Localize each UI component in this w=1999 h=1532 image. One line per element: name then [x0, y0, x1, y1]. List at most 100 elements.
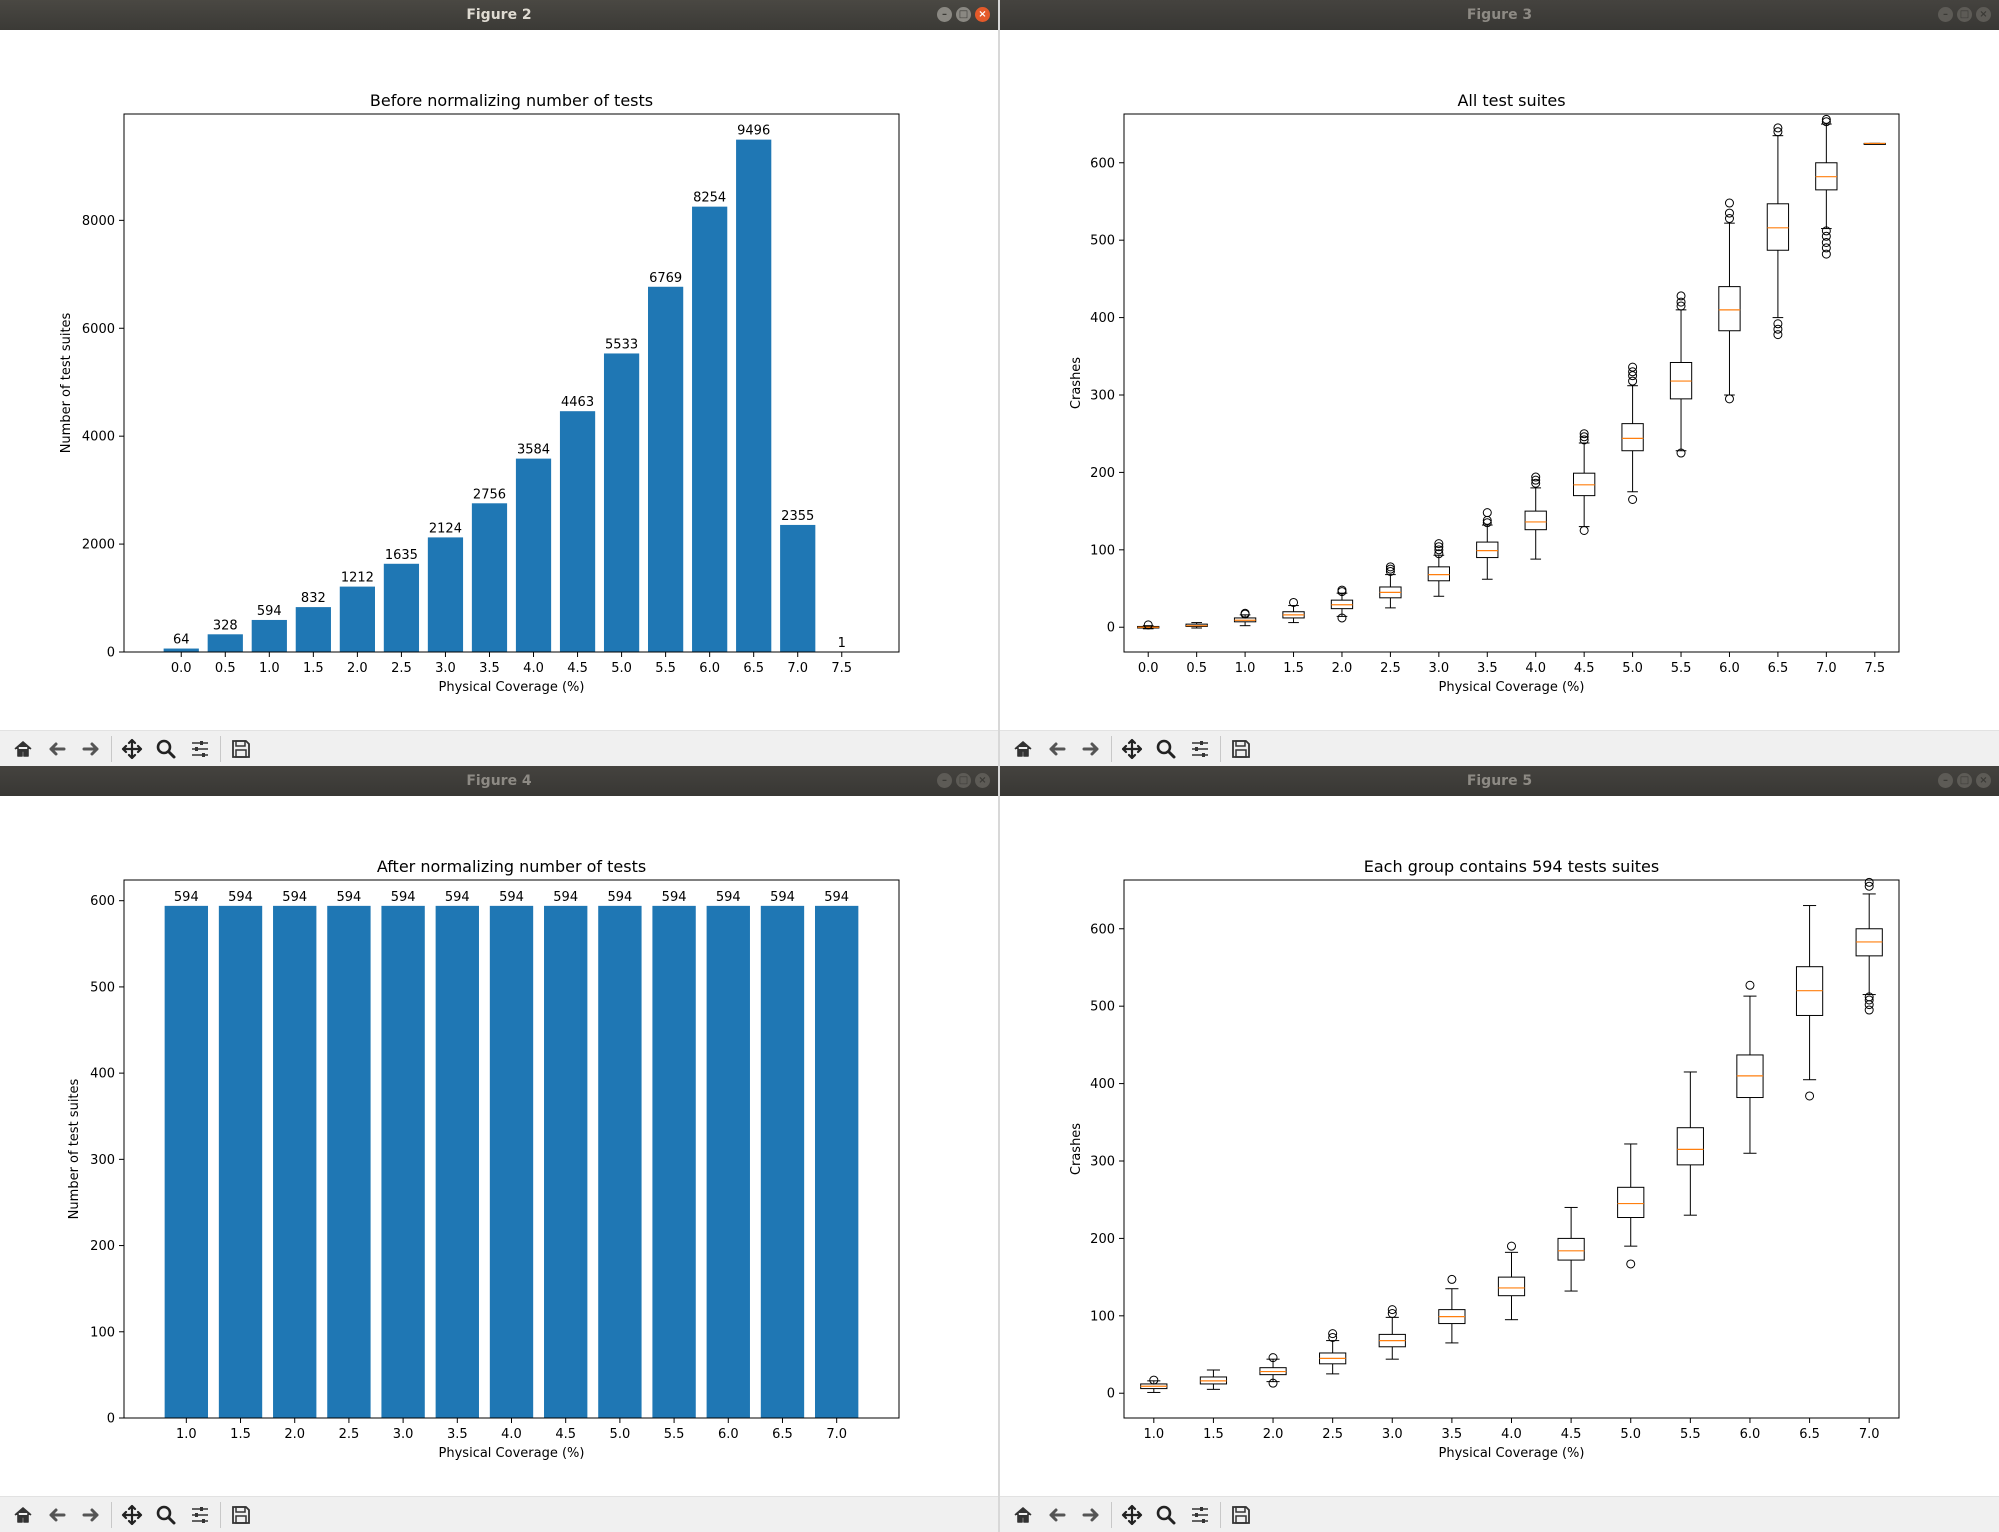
- x-tick-label: 2.5: [339, 1427, 360, 1442]
- bar-value-label: 594: [228, 890, 253, 905]
- close-icon[interactable]: ×: [1976, 773, 1991, 788]
- window-title: Figure 2: [466, 7, 532, 23]
- x-tick-label: 0.5: [1186, 661, 1207, 676]
- box-group: [1185, 622, 1208, 629]
- back-arrow-icon[interactable]: [40, 1498, 74, 1532]
- minimize-icon[interactable]: –: [1938, 7, 1953, 22]
- toolbar-separator: [220, 736, 221, 762]
- window-titlebar[interactable]: Figure 2 – □ ×: [0, 0, 998, 30]
- back-arrow-icon[interactable]: [40, 732, 74, 765]
- close-icon[interactable]: ×: [1976, 7, 1991, 22]
- close-icon[interactable]: ×: [975, 773, 990, 788]
- x-tick-label: 5.0: [1620, 1427, 1641, 1442]
- outlier-point: [1385, 564, 1395, 574]
- box-group: [1795, 905, 1824, 1101]
- outlier-point: [1821, 231, 1831, 241]
- figure-window: Figure 2 – □ × 64 328 594 832 1212 1635 2124 27…: [0, 0, 998, 765]
- configure-subplots-icon[interactable]: [183, 732, 217, 765]
- bar-value-label: 832: [301, 591, 326, 606]
- bar-value-label: 594: [391, 890, 416, 905]
- home-icon[interactable]: [1006, 1498, 1040, 1532]
- x-tick-label: 1.5: [1203, 1427, 1224, 1442]
- outlier-point: [1337, 613, 1347, 623]
- pan-move-icon[interactable]: [1115, 732, 1149, 765]
- forward-arrow-icon[interactable]: [74, 1498, 108, 1532]
- window-titlebar[interactable]: Figure 4 – □ ×: [0, 766, 998, 796]
- x-tick-label: 3.5: [447, 1427, 468, 1442]
- bar: [339, 586, 375, 652]
- y-tick-label: 500: [1090, 234, 1115, 249]
- bar: [736, 139, 772, 652]
- y-tick-label: 500: [90, 980, 115, 995]
- y-tick-label: 100: [1090, 1309, 1115, 1324]
- zoom-magnifier-icon[interactable]: [149, 1498, 183, 1532]
- configure-subplots-icon[interactable]: [1183, 1498, 1217, 1532]
- save-icon[interactable]: [224, 1498, 258, 1532]
- minimize-icon[interactable]: –: [937, 7, 952, 22]
- minimize-icon[interactable]: –: [1938, 773, 1953, 788]
- y-tick-label: 500: [1090, 1000, 1115, 1015]
- pan-move-icon[interactable]: [1115, 1498, 1149, 1532]
- bar-value-label: 594: [607, 890, 632, 905]
- outlier-point: [1773, 127, 1783, 137]
- zoom-magnifier-icon[interactable]: [1149, 1498, 1183, 1532]
- x-tick-label: 5.0: [611, 661, 632, 676]
- back-arrow-icon[interactable]: [1040, 1498, 1074, 1532]
- home-icon[interactable]: [6, 1498, 40, 1532]
- bar-value-label: 3584: [517, 443, 550, 458]
- bar-value-label: 2355: [781, 509, 814, 524]
- x-tick-label: 5.5: [664, 1427, 685, 1442]
- outlier-point: [1579, 525, 1589, 535]
- maximize-icon[interactable]: □: [956, 773, 971, 788]
- chart-title: All test suites: [1457, 91, 1565, 110]
- x-tick-label: 6.5: [1799, 1427, 1820, 1442]
- bar-value-label: 594: [336, 890, 361, 905]
- configure-subplots-icon[interactable]: [1183, 732, 1217, 765]
- maximize-icon[interactable]: □: [956, 7, 971, 22]
- outlier-point: [1628, 367, 1638, 377]
- bar-value-label: 8254: [693, 191, 726, 206]
- zoom-magnifier-icon[interactable]: [149, 732, 183, 765]
- window-titlebar[interactable]: Figure 5 – □ ×: [1000, 766, 1999, 796]
- window-controls: – □ ×: [937, 773, 990, 788]
- box-group: [1476, 508, 1499, 580]
- forward-arrow-icon[interactable]: [74, 732, 108, 765]
- home-icon[interactable]: [6, 732, 40, 765]
- box-plot: Each group contains 594 tests suites 0 100…: [1069, 857, 1900, 1461]
- save-icon[interactable]: [1224, 1498, 1258, 1532]
- chart-title: Before normalizing number of tests: [370, 91, 653, 110]
- maximize-icon[interactable]: □: [1957, 7, 1972, 22]
- back-arrow-icon[interactable]: [1040, 732, 1074, 765]
- outlier-point: [1447, 1274, 1457, 1284]
- bar-value-label: 594: [282, 890, 307, 905]
- x-tick-label: 1.0: [1235, 661, 1256, 676]
- x-tick-label: 5.5: [1680, 1427, 1701, 1442]
- configure-subplots-icon[interactable]: [183, 1498, 217, 1532]
- bar-value-label: 594: [824, 890, 849, 905]
- outlier-point: [1676, 448, 1686, 458]
- outlier-point: [1149, 1375, 1159, 1385]
- y-tick-label: 300: [90, 1153, 115, 1168]
- close-icon[interactable]: ×: [975, 7, 990, 22]
- bar: [381, 905, 425, 1418]
- home-icon[interactable]: [1006, 732, 1040, 765]
- zoom-magnifier-icon[interactable]: [1149, 732, 1183, 765]
- bar-value-label: 64: [173, 633, 190, 648]
- window-titlebar[interactable]: Figure 3 – □ ×: [1000, 0, 1999, 30]
- pan-move-icon[interactable]: [115, 732, 149, 765]
- box: [1497, 1276, 1526, 1297]
- x-tick-label: 3.0: [1382, 1427, 1403, 1442]
- maximize-icon[interactable]: □: [1957, 773, 1972, 788]
- outlier-point: [1724, 394, 1734, 404]
- box: [1557, 1237, 1585, 1261]
- outlier-point: [1531, 472, 1541, 482]
- outlier-point: [1268, 1378, 1278, 1388]
- minimize-icon[interactable]: –: [937, 773, 952, 788]
- figure-window: Figure 5 – □ × Each group contains 594 t…: [1000, 766, 1999, 1532]
- pan-move-icon[interactable]: [115, 1498, 149, 1532]
- forward-arrow-icon[interactable]: [1074, 1498, 1108, 1532]
- box-group: [1427, 539, 1450, 597]
- save-icon[interactable]: [224, 732, 258, 765]
- forward-arrow-icon[interactable]: [1074, 732, 1108, 765]
- save-icon[interactable]: [1224, 732, 1258, 765]
